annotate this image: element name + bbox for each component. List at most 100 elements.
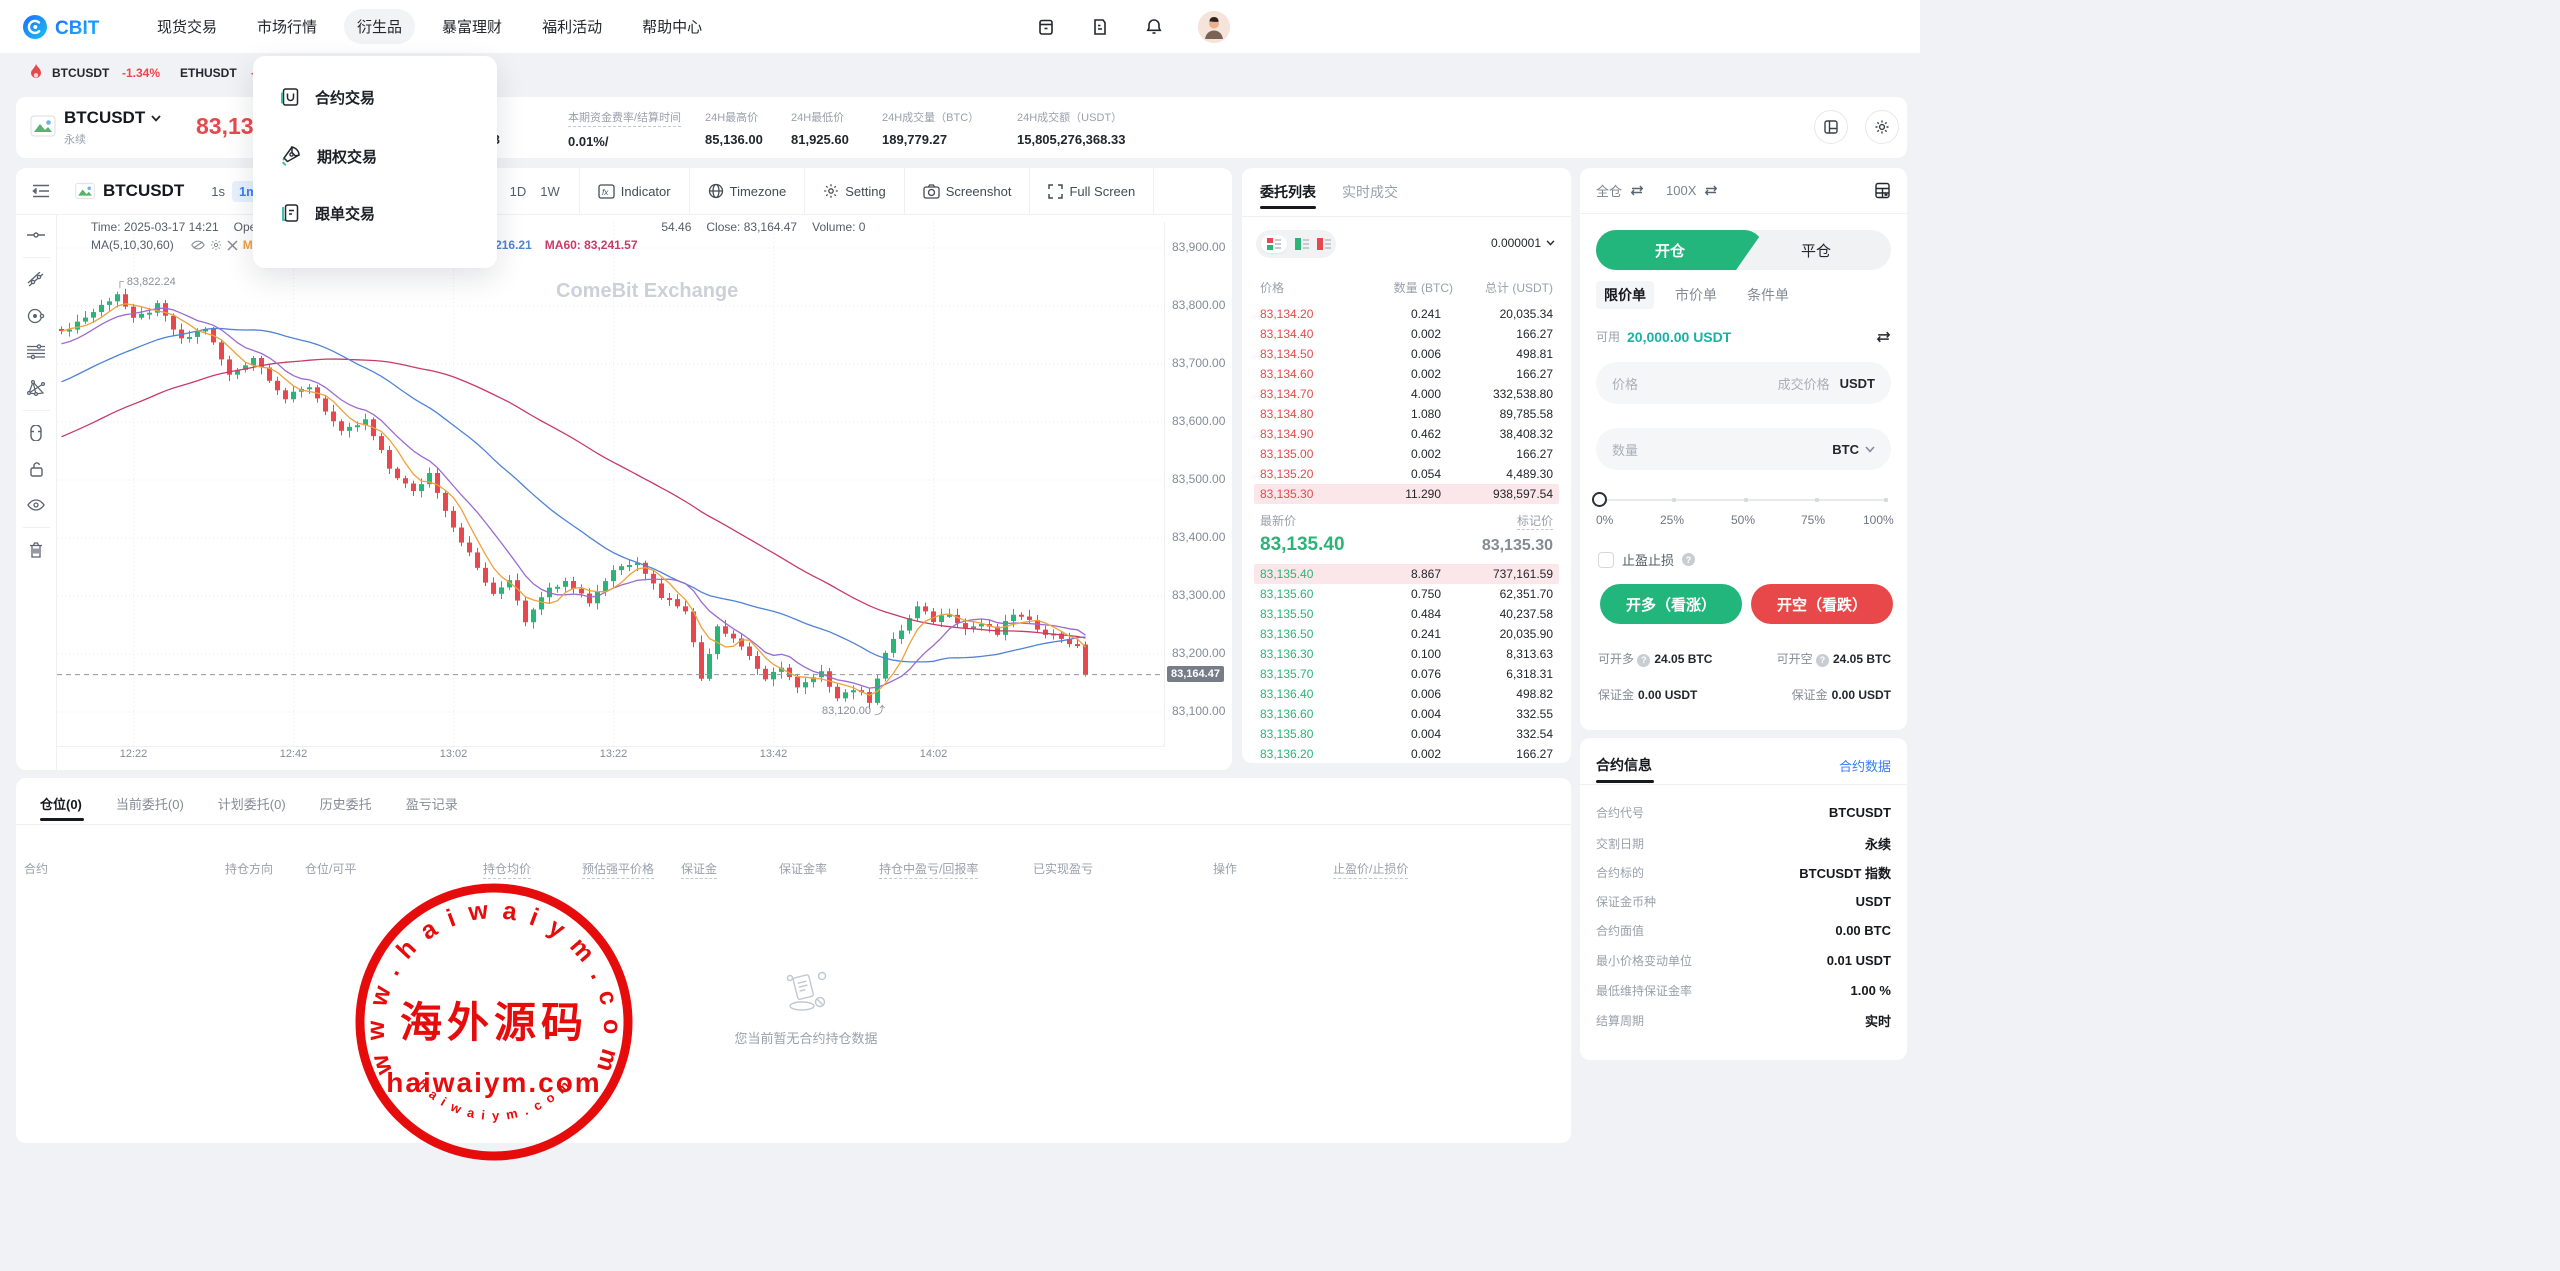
nav-item-derivatives[interactable]: 衍生品: [344, 9, 416, 44]
order-type-conditional[interactable]: 条件单: [1747, 287, 1789, 303]
orderbook-row[interactable]: 83,135.60 0.750 62,351.70: [1260, 587, 1553, 601]
stat-24h-low: 24H最低价 81,925.60: [791, 112, 849, 147]
interval-1w[interactable]: 1W: [540, 183, 560, 199]
slider-handle[interactable]: [1592, 492, 1607, 507]
orderbook-row[interactable]: 83,135.50 0.484 40,237.58: [1260, 607, 1553, 621]
interval-1d[interactable]: 1D: [509, 183, 527, 199]
quantity-input[interactable]: 数量 BTC: [1596, 428, 1891, 470]
fib-lines-icon[interactable]: [16, 334, 57, 370]
orderbook-row[interactable]: 83,134.70 4.000 332,538.80: [1254, 384, 1559, 404]
unlock-icon[interactable]: [16, 451, 57, 487]
ma-settings-icon[interactable]: [210, 239, 222, 251]
tab-open-orders[interactable]: 当前委托(0): [115, 797, 184, 812]
collapse-icon[interactable]: [20, 173, 61, 209]
contract-data-link[interactable]: 合约数据: [1838, 759, 1891, 774]
depth-asks-icon[interactable]: [1317, 238, 1331, 250]
orderbook-row[interactable]: 83,134.20 0.241 20,035.34: [1260, 307, 1553, 321]
menu-item-copy-trading[interactable]: 跟单交易: [279, 202, 375, 224]
price-tick: 83,900.00: [1172, 240, 1226, 254]
nav-menu: 现货交易 市场行情 衍生品 暴富理财 福利活动 帮助中心: [144, 9, 715, 44]
ma-visibility-icon[interactable]: [190, 240, 205, 250]
orderbook-row[interactable]: 83,134.90 0.462 38,408.32: [1260, 427, 1553, 441]
candlestick-chart[interactable]: [57, 222, 1165, 746]
timezone-button[interactable]: Timezone: [690, 168, 805, 214]
contract-info-title[interactable]: 合约信息: [1596, 757, 1652, 773]
menu-item-options[interactable]: 期权交易: [279, 144, 377, 168]
open-position-tab[interactable]: 开仓: [1596, 230, 1764, 270]
orderbook-row[interactable]: 83,134.80 1.080 89,785.58: [1260, 407, 1553, 421]
precision-select[interactable]: 0.000001: [1491, 236, 1555, 250]
logo[interactable]: CBIT: [22, 14, 132, 40]
tpsl-checkbox[interactable]: [1598, 551, 1614, 568]
setting-button[interactable]: Setting: [805, 168, 903, 214]
leverage[interactable]: 100X: [1666, 183, 1697, 198]
tab-order-history[interactable]: 历史委托: [319, 797, 372, 812]
avatar[interactable]: [1198, 10, 1230, 43]
orderbook-row[interactable]: 83,136.30 0.100 8,313.63: [1260, 647, 1553, 661]
depth-both-icon[interactable]: [1261, 235, 1287, 253]
ellipse-tool-icon[interactable]: [16, 298, 57, 334]
orderbook-row[interactable]: 83,136.60 0.004 332.55: [1260, 707, 1553, 721]
orderbook-row[interactable]: 83,136.40 0.006 498.82: [1260, 687, 1553, 701]
orderbook-row[interactable]: 83,135.80 0.004 332.54: [1260, 727, 1553, 741]
indicator-button[interactable]: fx Indicator: [580, 168, 689, 214]
open-long-button[interactable]: 开多（看涨）: [1600, 584, 1742, 624]
open-short-button[interactable]: 开空（看跌）: [1751, 584, 1893, 624]
magnet-icon[interactable]: [16, 415, 57, 451]
ticker-symbol-eth[interactable]: ETHUSDT: [180, 66, 237, 80]
orderbook-row[interactable]: 83,135.20 0.054 4,489.30: [1260, 467, 1553, 481]
transfer-icon[interactable]: [1876, 331, 1891, 343]
screenshot-button[interactable]: Screenshot: [905, 168, 1030, 214]
orderbook-row[interactable]: 83,135.30 11.290 938,597.54: [1254, 484, 1559, 504]
help-icon[interactable]: ?: [1637, 653, 1651, 667]
calculator-icon[interactable]: [1874, 182, 1891, 199]
swap-icon[interactable]: [1630, 185, 1644, 196]
interval-1s[interactable]: 1s: [211, 183, 225, 199]
pattern-tool-icon[interactable]: [16, 370, 57, 406]
orderbook-row[interactable]: 83,135.70 0.076 6,318.31: [1260, 667, 1553, 681]
tab-plan-orders[interactable]: 计划委托(0): [217, 797, 286, 812]
bell-icon[interactable]: [1144, 17, 1164, 37]
chevron-down-icon: [1865, 445, 1875, 453]
nav-item-help[interactable]: 帮助中心: [642, 19, 703, 36]
orderbook-row[interactable]: 83,135.40 8.867 737,161.59: [1254, 564, 1559, 584]
orders-icon[interactable]: [1090, 17, 1110, 37]
amount-slider[interactable]: [1600, 498, 1889, 502]
fullscreen-button[interactable]: Full Screen: [1030, 168, 1153, 214]
help-icon[interactable]: ?: [1815, 653, 1829, 667]
order-type-market[interactable]: 市价单: [1675, 287, 1717, 303]
chart-symbol[interactable]: BTCUSDT: [103, 181, 185, 200]
layout-button[interactable]: [1814, 110, 1848, 144]
orderbook-row[interactable]: 83,135.00 0.002 166.27: [1260, 447, 1553, 461]
orderbook-row[interactable]: 83,136.50 0.241 20,035.90: [1260, 627, 1553, 641]
close-position-tab[interactable]: 平仓: [1800, 242, 1831, 260]
ma-close-icon[interactable]: [227, 239, 238, 251]
crosshair-icon[interactable]: [16, 217, 57, 253]
nav-item-markets[interactable]: 市场行情: [257, 19, 318, 36]
nav-item-rewards[interactable]: 福利活动: [542, 19, 603, 36]
trash-icon[interactable]: [16, 532, 57, 568]
tab-pnl-history[interactable]: 盈亏记录: [405, 797, 458, 812]
tpsl-help-icon[interactable]: ?: [1682, 553, 1696, 566]
symbol-selector[interactable]: BTCUSDT: [64, 108, 161, 128]
assets-icon[interactable]: [1036, 17, 1056, 37]
orderbook-row[interactable]: 83,136.20 0.002 166.27: [1260, 747, 1553, 761]
tab-positions[interactable]: 仓位(0): [40, 797, 82, 812]
swap-icon[interactable]: [1704, 185, 1718, 196]
depth-bids-icon[interactable]: [1295, 238, 1309, 250]
tab-realtime-trades[interactable]: 实时成交: [1342, 184, 1398, 200]
eye-icon[interactable]: [16, 487, 57, 523]
orderbook-row[interactable]: 83,134.50 0.006 498.81: [1260, 347, 1553, 361]
menu-item-futures[interactable]: 合约交易: [279, 86, 375, 108]
margin-mode[interactable]: 全仓: [1596, 184, 1623, 199]
nav-item-spot[interactable]: 现货交易: [157, 19, 218, 36]
settings-button[interactable]: [1865, 110, 1899, 144]
nav-item-wealth[interactable]: 暴富理财: [442, 19, 503, 36]
trendline-icon[interactable]: [16, 262, 57, 298]
ticker-symbol-btc[interactable]: BTCUSDT: [52, 66, 110, 80]
orderbook-row[interactable]: 83,134.60 0.002 166.27: [1260, 367, 1553, 381]
orderbook-row[interactable]: 83,134.40 0.002 166.27: [1260, 327, 1553, 341]
tab-order-list[interactable]: 委托列表: [1260, 184, 1316, 200]
price-input[interactable]: 价格 成交价格 USDT: [1596, 362, 1891, 404]
order-type-limit[interactable]: 限价单: [1596, 281, 1654, 309]
